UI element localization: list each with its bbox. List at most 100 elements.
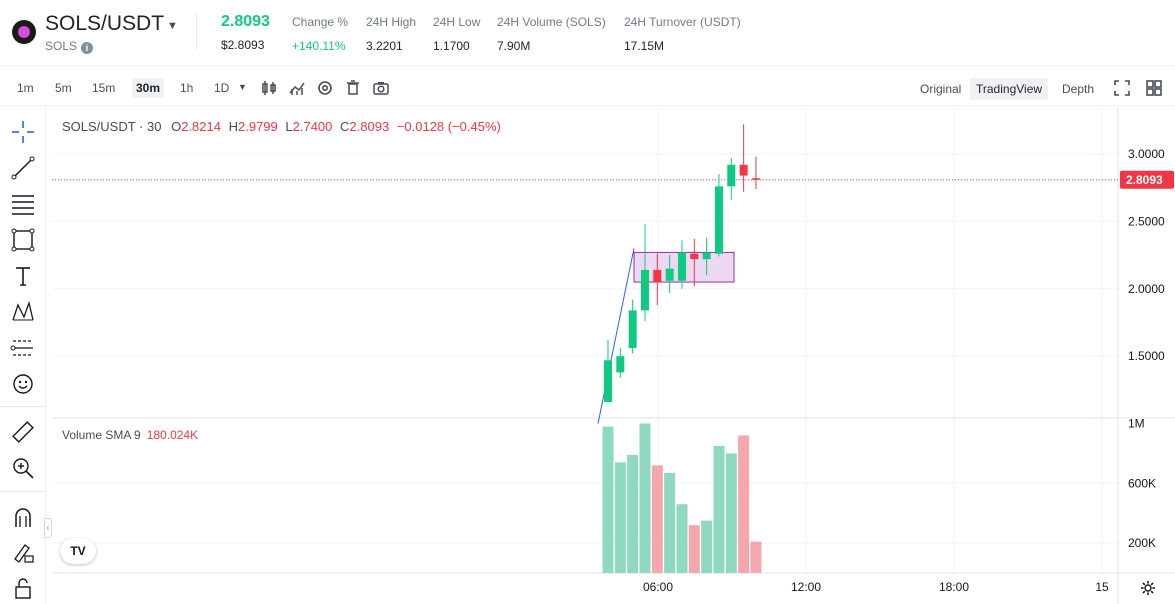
pattern-icon[interactable] (10, 299, 36, 325)
base-asset-label: SOLS i (45, 39, 94, 54)
collapse-toolbar-handle[interactable]: ‹ (44, 518, 52, 538)
chart-toolbar: 1m 5m 15m 30m 1h 1D ▼ Original TradingVi… (0, 70, 1175, 106)
candle-body (702, 252, 711, 260)
settings-icon[interactable] (316, 79, 334, 97)
coin-logo (12, 20, 36, 44)
volume-bar (750, 541, 762, 573)
volume-bar (738, 435, 750, 573)
volume-bar (664, 472, 676, 573)
candlestick-chart[interactable]: 3.0000 2.5000 2.0000 1.5000 1M 600K 200K 06:00 1… (52, 108, 1175, 604)
interval-1m[interactable]: 1m (17, 81, 34, 95)
stat-value: 3.2201 (366, 39, 403, 53)
time-tick-label: 15 (1095, 580, 1109, 594)
volume-bar (639, 423, 651, 573)
stat-24h-turnover: 24H Turnover (USDT) 17.15M (624, 15, 741, 53)
interval-30m[interactable]: 30m (132, 78, 165, 98)
volume-tick-label: 1M (1128, 417, 1145, 431)
trend-line-icon[interactable] (10, 155, 36, 181)
lock-icon[interactable] (10, 575, 36, 601)
price-tick-label: 2.5000 (1128, 214, 1165, 228)
view-tradingview[interactable]: TradingView (970, 78, 1049, 100)
candle-body (653, 269, 662, 283)
chart-settings-icon[interactable] (1140, 580, 1156, 596)
candles (604, 124, 760, 403)
candle-body (727, 164, 736, 187)
interval-15m[interactable]: 15m (92, 81, 116, 95)
chart-area[interactable]: 3.0000 2.5000 2.0000 1.5000 1M 600K 200K 06:00 1… (52, 108, 1175, 604)
legend-open-label: O (171, 119, 182, 134)
stat-24h-volume: 24H Volume (SOLS) 7.90M (497, 15, 606, 53)
text-icon[interactable] (10, 263, 36, 289)
prediction-icon[interactable] (10, 335, 36, 361)
volume-bar (676, 504, 688, 573)
candle-body (640, 269, 649, 311)
delete-icon[interactable] (344, 79, 362, 97)
interval-1h[interactable]: 1h (180, 81, 194, 95)
market-header: SOLS/USDT ▼ SOLS i 2.8093 $2.8093 Change … (0, 0, 1175, 66)
candle-body (714, 186, 723, 254)
volume-bar (651, 465, 663, 573)
volume-bar (725, 453, 737, 573)
fib-retracement-icon[interactable] (10, 191, 36, 217)
legend-symbol: SOLS/USDT · 30 (62, 119, 162, 134)
stat-value: +140.11% (292, 39, 346, 53)
chart-grid (52, 108, 1118, 573)
info-icon[interactable]: i (81, 42, 94, 54)
last-price: 2.8093 (221, 13, 270, 30)
rectangle-icon[interactable] (10, 227, 36, 253)
chevron-down-icon[interactable]: ▼ (167, 20, 178, 32)
candle-body (739, 164, 748, 176)
trend-line-drawing (597, 248, 635, 424)
ruler-icon[interactable] (10, 419, 36, 445)
candle-type-icon[interactable] (260, 79, 278, 97)
volume-bars (602, 423, 762, 573)
indicators-icon[interactable] (288, 79, 306, 97)
crosshair-icon[interactable] (10, 119, 36, 145)
view-depth[interactable]: Depth (1062, 82, 1095, 96)
volume-legend-label: Volume SMA 9 (62, 428, 141, 442)
screenshot-icon[interactable] (372, 79, 390, 97)
interval-5m[interactable]: 5m (55, 81, 72, 95)
time-tick-label: 18:00 (939, 580, 969, 594)
candle-body (690, 253, 699, 260)
fullscreen-icon[interactable] (1113, 79, 1131, 97)
zoom-in-icon[interactable] (10, 455, 36, 481)
pair-title[interactable]: SOLS/USDT (45, 12, 165, 35)
interval-1d[interactable]: 1D (214, 81, 230, 95)
current-price-label: 2.8093 (1126, 173, 1163, 187)
candle-body (616, 356, 625, 373)
stat-label: 24H Turnover (USDT) (624, 15, 741, 29)
header-divider (196, 12, 197, 50)
view-original[interactable]: Original (920, 82, 962, 96)
emoji-icon[interactable] (10, 371, 36, 397)
volume-bar (701, 520, 713, 573)
legend-low-label: L (285, 119, 293, 134)
stat-value: 7.90M (497, 39, 531, 53)
time-tick-label: 06:00 (643, 580, 673, 594)
interval-chevron-down-icon[interactable]: ▼ (238, 82, 247, 92)
ohlc-legend: SOLS/USDT · 30 O2.8214 H2.9799 L2.7400 C… (62, 119, 501, 134)
price-tick-label: 2.0000 (1128, 282, 1165, 296)
legend-high-label: H (228, 119, 238, 134)
toolbar-divider (0, 406, 46, 407)
magnet-icon[interactable] (10, 505, 36, 531)
base-asset-text: SOLS (45, 39, 78, 53)
lock-drawing-icon[interactable] (10, 539, 36, 565)
time-tick-label: 12:00 (791, 580, 821, 594)
layout-icon[interactable] (1145, 79, 1163, 97)
legend-close-label: C (340, 119, 350, 134)
stat-change: Change % +140.11% (292, 15, 348, 53)
volume-legend: Volume SMA 9 180.024K (62, 428, 198, 442)
volume-bar (614, 462, 626, 573)
stat-label: 24H High (366, 15, 417, 29)
chart-drawings (52, 179, 1118, 424)
volume-bar (627, 454, 639, 573)
stat-24h-low: 24H Low 1.1700 (433, 15, 480, 53)
stat-label: 24H Volume (SOLS) (497, 15, 606, 29)
candle-body (604, 360, 612, 403)
candle-body (751, 178, 760, 180)
tradingview-logo[interactable]: TV (60, 538, 96, 564)
stat-24h-high: 24H High 3.2201 (366, 15, 416, 53)
volume-tick-label: 600K (1128, 476, 1156, 490)
axis-labels: 3.0000 2.5000 2.0000 1.5000 1M 600K 200K 06:00 1… (643, 147, 1174, 594)
